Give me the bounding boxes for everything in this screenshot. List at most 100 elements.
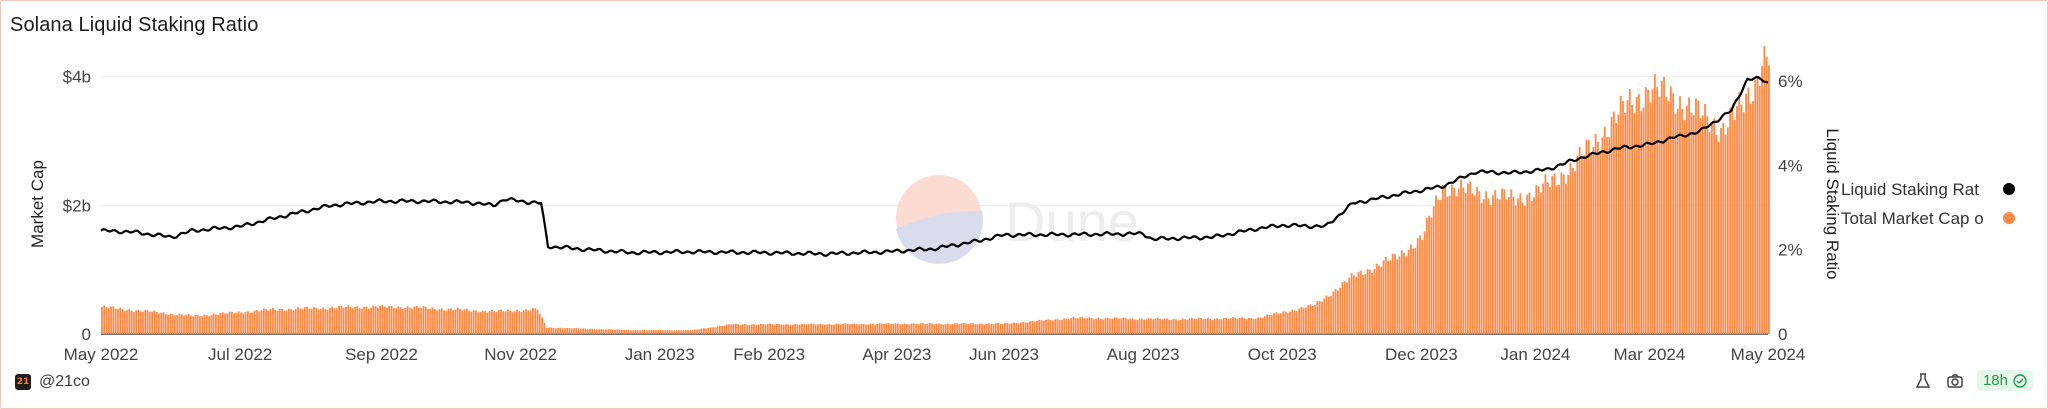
market-cap-bar xyxy=(1286,312,1289,334)
market-cap-bar xyxy=(408,307,411,334)
market-cap-bar xyxy=(853,323,856,334)
market-cap-bar xyxy=(1617,114,1620,334)
market-cap-bar xyxy=(1576,155,1579,334)
market-cap-bar xyxy=(682,330,685,334)
market-cap-bar xyxy=(1432,206,1435,334)
market-cap-bar xyxy=(1380,266,1383,334)
market-cap-bar xyxy=(249,312,252,334)
market-cap-bar xyxy=(1382,260,1385,334)
market-cap-bar xyxy=(128,309,131,334)
market-cap-bar xyxy=(858,324,860,334)
market-cap-bar xyxy=(721,325,724,334)
market-cap-bar xyxy=(431,307,434,334)
flask-icon[interactable] xyxy=(1913,371,1933,391)
market-cap-bar xyxy=(921,323,924,334)
market-cap-bar xyxy=(153,310,156,334)
market-cap-bar xyxy=(972,323,974,334)
market-cap-bar xyxy=(1368,269,1371,334)
legend-label[interactable]: Liquid Staking Rat xyxy=(1841,180,1979,199)
market-cap-bar xyxy=(1261,317,1264,334)
market-cap-bar xyxy=(1090,317,1093,334)
market-cap-bar xyxy=(1660,80,1663,334)
market-cap-bar xyxy=(1651,89,1654,334)
market-cap-bar xyxy=(725,324,728,334)
market-cap-bar xyxy=(1587,140,1590,334)
market-cap-bar xyxy=(226,313,229,334)
market-cap-bar xyxy=(1074,317,1077,334)
market-cap-bar xyxy=(340,305,343,334)
market-cap-bar xyxy=(718,325,721,334)
market-cap-bar xyxy=(1708,132,1711,334)
market-cap-bar xyxy=(228,311,231,334)
creator-handle[interactable]: @21co xyxy=(39,373,90,390)
market-cap-bar xyxy=(1471,193,1474,334)
market-cap-bar xyxy=(862,323,865,334)
market-cap-bar xyxy=(769,323,771,334)
market-cap-bar xyxy=(1088,317,1091,334)
market-cap-bar xyxy=(871,323,874,334)
legend-swatch[interactable] xyxy=(2003,183,2015,195)
market-cap-bar xyxy=(1229,318,1232,334)
market-cap-bar xyxy=(1635,97,1638,334)
market-cap-bar xyxy=(1674,113,1677,334)
market-cap-bar xyxy=(974,324,977,334)
market-cap-bar xyxy=(1699,118,1702,335)
market-cap-bar xyxy=(976,324,979,334)
market-cap-bar xyxy=(1204,318,1207,334)
market-cap-bar xyxy=(151,311,153,334)
market-cap-bar xyxy=(504,311,507,334)
market-cap-bar xyxy=(684,329,687,334)
market-cap-bar xyxy=(452,310,455,334)
market-cap-bar xyxy=(1254,318,1257,334)
market-cap-bar xyxy=(1279,313,1282,334)
market-cap-bar xyxy=(110,306,112,334)
market-cap-bar xyxy=(723,325,726,334)
market-cap-bar xyxy=(511,312,514,334)
camera-icon[interactable] xyxy=(1945,371,1965,391)
market-cap-bar xyxy=(801,323,803,334)
market-cap-bar xyxy=(798,324,801,334)
market-cap-bar xyxy=(196,314,199,334)
market-cap-bar xyxy=(1047,319,1050,334)
market-cap-bar xyxy=(864,324,867,334)
market-cap-bar xyxy=(1612,111,1615,334)
market-cap-bar xyxy=(374,306,377,334)
market-cap-bar xyxy=(1419,235,1421,334)
market-cap-bar xyxy=(1220,319,1223,334)
market-cap-bar xyxy=(171,313,174,334)
market-cap-bar xyxy=(1122,317,1125,334)
market-cap-bar xyxy=(960,323,963,334)
market-cap-bar xyxy=(552,328,555,334)
market-cap-bar xyxy=(1603,126,1606,334)
market-cap-bar xyxy=(748,325,751,334)
market-cap-bar xyxy=(1768,65,1770,334)
market-cap-bar xyxy=(107,308,110,334)
market-cap-bar xyxy=(951,324,954,334)
market-cap-bar xyxy=(1108,318,1111,334)
market-cap-bar xyxy=(1291,309,1294,334)
market-cap-bar xyxy=(135,310,138,334)
market-cap-bar xyxy=(614,329,616,334)
market-cap-bar xyxy=(1647,89,1649,334)
market-cap-bar xyxy=(1015,322,1018,334)
market-cap-bar xyxy=(1013,322,1015,334)
market-cap-bar xyxy=(703,328,705,334)
market-cap-bar xyxy=(292,310,295,334)
freshness-badge[interactable]: 18h xyxy=(1976,370,2033,391)
legend-swatch[interactable] xyxy=(2003,212,2015,224)
market-cap-bar xyxy=(901,324,904,334)
market-cap-bar xyxy=(698,329,701,334)
market-cap-bar xyxy=(278,308,281,334)
market-cap-bar xyxy=(963,322,965,334)
market-cap-bar xyxy=(1175,319,1177,334)
legend-label[interactable]: Total Market Cap o xyxy=(1841,209,1984,228)
creator[interactable]: 21 @21co xyxy=(15,373,90,391)
x-tick-label: Oct 2023 xyxy=(1248,345,1317,364)
market-cap-bar xyxy=(148,312,151,334)
market-cap-bar xyxy=(805,324,808,334)
market-cap-bar xyxy=(1428,215,1431,334)
market-cap-bar xyxy=(1663,76,1665,335)
market-cap-bar xyxy=(579,328,582,334)
y-left-tick-label: $4b xyxy=(63,68,91,87)
market-cap-bar xyxy=(1362,274,1364,334)
